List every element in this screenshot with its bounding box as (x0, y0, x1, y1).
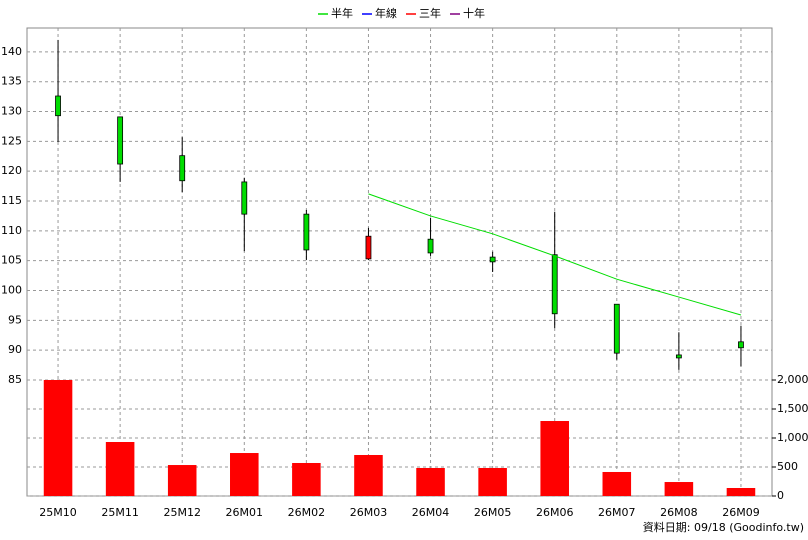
y-tick-label: 105 (1, 254, 22, 267)
volume-bar (354, 454, 383, 496)
y2-tick-label: 1,500 (777, 402, 808, 415)
x-tick-label: 26M09 (722, 506, 760, 519)
x-tick-label: 25M10 (39, 506, 77, 519)
volume-bar (230, 453, 259, 496)
volume-bar (478, 467, 507, 496)
legend-label: 半年 (331, 6, 353, 20)
legend-label: 三年 (419, 6, 441, 20)
candle-body (675, 354, 682, 359)
volume-bar (167, 465, 197, 496)
y2-tick-label: 500 (777, 460, 798, 473)
candle-body (303, 213, 310, 251)
y-tick-label: 95 (8, 313, 22, 326)
candle-body (241, 181, 248, 215)
x-tick-label: 26M07 (598, 506, 636, 519)
legend-label: 十年 (463, 6, 485, 20)
candle-body (365, 235, 372, 260)
candle-body (117, 116, 124, 165)
x-tick-label: 26M08 (660, 506, 698, 519)
x-tick-label: 26M01 (226, 506, 264, 519)
volume-bar (43, 380, 73, 496)
legend-label: 年線 (375, 6, 397, 20)
x-tick-label: 26M04 (412, 506, 450, 519)
y-tick-label: 100 (1, 284, 22, 297)
plot-area (26, 27, 773, 497)
volume-bar (416, 467, 445, 496)
candle-body (489, 256, 496, 263)
candle-body (427, 238, 434, 254)
y-tick-label: 90 (8, 343, 22, 356)
volume-bar (726, 487, 756, 496)
volume-bar (664, 482, 694, 496)
x-tick-label: 26M02 (288, 506, 326, 519)
footer-note: 資料日期: 09/18 (Goodinfo.tw) (643, 520, 804, 534)
candle-body (738, 341, 744, 349)
candle-body (613, 303, 620, 354)
volume-bar (105, 442, 135, 496)
y-tick-label: 125 (1, 134, 22, 147)
candle-body (55, 95, 61, 117)
x-tick-label: 26M03 (350, 506, 388, 519)
x-tick-label: 25M12 (163, 506, 201, 519)
x-tick-label: 26M05 (474, 506, 512, 519)
volume-bar (540, 421, 569, 496)
y-tick-label: 135 (1, 75, 22, 88)
candle-body (551, 254, 558, 315)
y-tick-label: 85 (8, 373, 22, 386)
x-tick-label: 25M11 (101, 506, 139, 519)
y2-tick-label: 1,000 (777, 431, 808, 444)
y2-tick-label: 0 (777, 489, 784, 502)
y-tick-label: 130 (1, 105, 22, 118)
y-tick-label: 115 (1, 194, 22, 207)
candle-body (179, 155, 186, 182)
ma-line (368, 193, 742, 316)
volume-bar (602, 471, 632, 496)
y-tick-label: 120 (1, 164, 22, 177)
volume-bar (292, 462, 321, 496)
y-tick-label: 110 (1, 224, 22, 237)
x-tick-label: 26M06 (536, 506, 574, 519)
y-tick-label: 140 (1, 45, 22, 58)
y2-tick-label: 2,000 (777, 373, 808, 386)
